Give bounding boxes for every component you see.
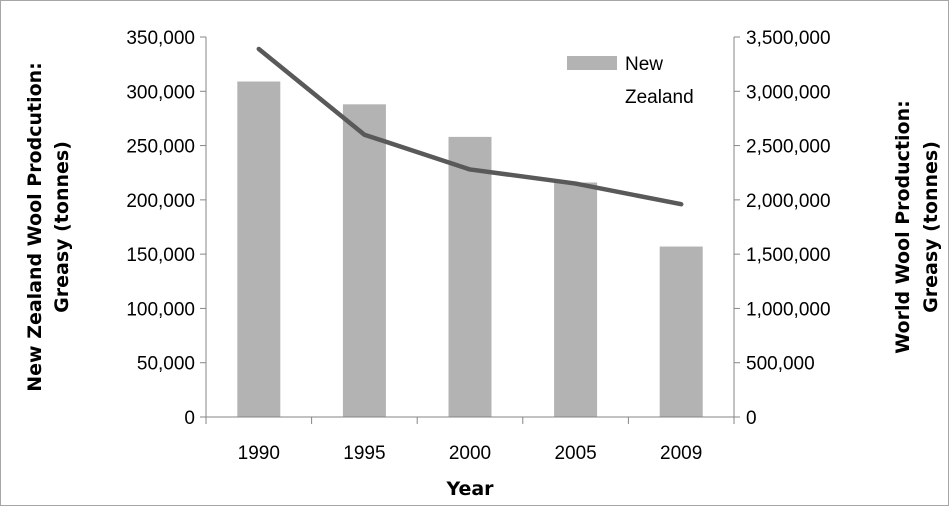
x-axis-ticks: 1990 1995 2000 2005 2009 xyxy=(206,417,734,464)
legend-label-line-1: New xyxy=(625,54,663,75)
left-y-tick-label: 0 xyxy=(184,408,195,429)
legend-label-new-zealand: New xyxy=(625,54,663,75)
legend-label-new-zealand-2: Zealand xyxy=(625,87,694,108)
right-y-tick-label: 2,000,000 xyxy=(746,191,831,212)
bar-2009 xyxy=(660,247,703,417)
x-tick-label: 2000 xyxy=(449,443,491,464)
left-y-tick-label: 350,000 xyxy=(126,28,195,49)
left-y-tick-label: 100,000 xyxy=(126,299,195,320)
x-axis-title: Year xyxy=(445,478,494,500)
left-y-tick-label: 50,000 xyxy=(137,354,195,375)
right-y-tick-label: 3,500,000 xyxy=(746,28,831,49)
x-tick-label: 2005 xyxy=(554,443,596,464)
right-y-tick-label: 1,500,000 xyxy=(746,245,831,266)
x-tick-label: 1995 xyxy=(343,443,385,464)
left-y-axis-ticks: 0 50,000 100,000 150,000 200,000 250,000 300,0… xyxy=(126,28,206,429)
right-y-tick-label: 2,500,000 xyxy=(746,137,831,158)
right-y-tick-label: 1,000,000 xyxy=(746,299,831,320)
left-y-tick-label: 150,000 xyxy=(126,245,195,266)
legend-label-line-2: Zealand xyxy=(625,87,694,108)
left-y-axis-title-line-1: New Zealand Wool Prodcution: xyxy=(24,62,46,392)
bar-2005 xyxy=(554,182,597,417)
right-y-axis-title-2: Greasy (tonnes) xyxy=(920,141,942,313)
left-y-tick-label: 200,000 xyxy=(126,191,195,212)
left-y-tick-label: 250,000 xyxy=(126,137,195,158)
left-y-tick-label: 300,000 xyxy=(126,82,195,103)
legend-swatch-new-zealand xyxy=(567,56,617,70)
x-tick-label: 2009 xyxy=(660,443,702,464)
right-y-tick-label: 500,000 xyxy=(746,354,815,375)
right-y-tick-label: 3,000,000 xyxy=(746,82,831,103)
right-y-axis-title-line-1: World Wool Production: xyxy=(892,100,914,353)
right-y-axis-title: World Wool Production: xyxy=(892,100,914,353)
left-y-axis-title: New Zealand Wool Prodcution: xyxy=(24,62,46,392)
right-y-axis-title-line-2: Greasy (tonnes) xyxy=(920,141,942,313)
left-y-axis-title-line-2: Greasy (tonnes) xyxy=(51,141,73,313)
legend: New Zealand xyxy=(567,54,694,108)
left-y-axis-title-2: Greasy (tonnes) xyxy=(51,141,73,313)
x-tick-label: 1990 xyxy=(238,443,280,464)
bar-1995 xyxy=(343,104,386,417)
bar-2000 xyxy=(449,137,492,417)
right-y-tick-label: 0 xyxy=(746,408,757,429)
bar-1990 xyxy=(237,82,280,417)
right-y-axis-ticks: 0 500,000 1,000,000 1,500,000 2,000,000 2,500… xyxy=(734,28,831,429)
bars-layer xyxy=(237,82,702,417)
